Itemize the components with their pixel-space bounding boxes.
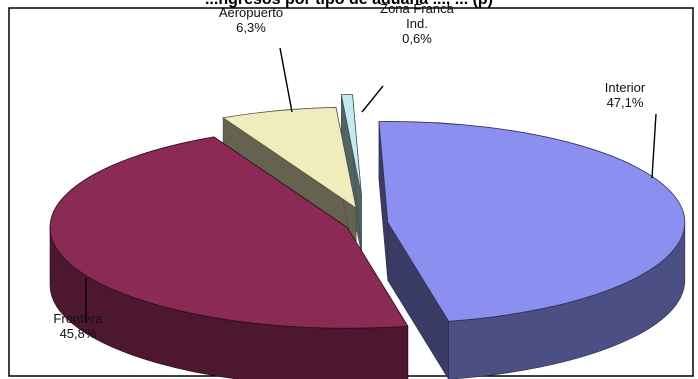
category-label-interior: Interior bbox=[605, 80, 646, 95]
pie-slice-frontera bbox=[49, 136, 409, 379]
value-label-interior: 47,1% bbox=[607, 95, 644, 110]
pie-slice-zona-franca-ind- bbox=[340, 94, 362, 254]
pie-slice-interior bbox=[378, 121, 686, 379]
value-label-zona-franca-ind-: 0,6% bbox=[402, 31, 432, 46]
category-label-frontera: Frontera bbox=[53, 311, 103, 326]
value-label-aeropuerto: 6,3% bbox=[236, 20, 266, 35]
leader-lines bbox=[85, 47, 657, 322]
leader-line-aeropuerto bbox=[279, 47, 293, 113]
pie-slices bbox=[49, 94, 686, 379]
slice-top bbox=[340, 94, 362, 196]
slice-top bbox=[378, 121, 686, 322]
slice-top bbox=[222, 106, 357, 209]
category-label-zona-franca-ind-: Ind. bbox=[406, 16, 428, 31]
category-label-zona-franca-ind-: Zona Franca bbox=[380, 1, 454, 16]
chart-title: ...ngresos por tipo de aduana ..., ... (… bbox=[10, 0, 688, 9]
slice-top bbox=[49, 136, 409, 329]
category-label-aeropuerto: Aeropuerto bbox=[219, 5, 283, 20]
value-label-frontera: 45,8% bbox=[60, 326, 97, 341]
leader-line-zona-franca-ind- bbox=[361, 85, 384, 113]
leader-line-interior bbox=[651, 113, 657, 179]
